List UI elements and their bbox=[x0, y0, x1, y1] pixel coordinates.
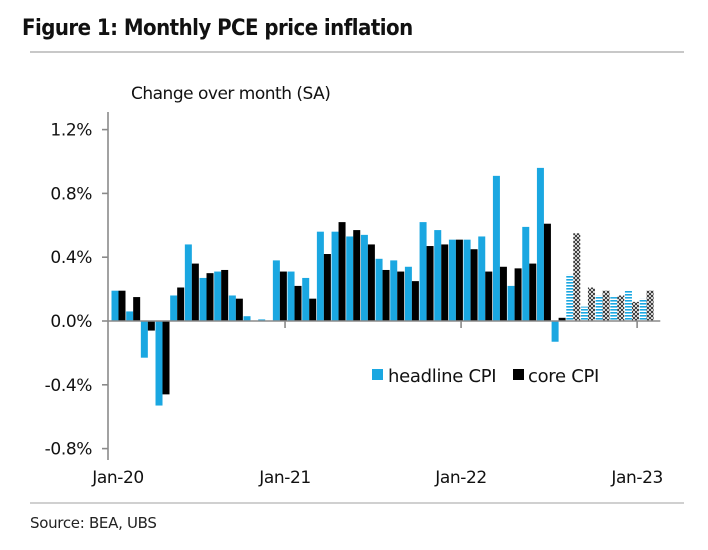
bar-headline-forecast bbox=[624, 290, 632, 321]
x-tick-label: Jan-23 bbox=[610, 468, 663, 488]
legend-label-headline: headline CPI bbox=[388, 366, 496, 387]
bar-headline bbox=[551, 321, 559, 342]
bar-core bbox=[191, 263, 199, 321]
bar-headline bbox=[155, 321, 163, 406]
source-note: Source: BEA, UBS bbox=[30, 514, 157, 532]
bar-headline bbox=[346, 236, 354, 321]
x-tick-label: Jan-21 bbox=[258, 468, 311, 488]
bar-core bbox=[294, 285, 302, 321]
legend-swatch-headline bbox=[372, 369, 383, 380]
bar-headline bbox=[272, 260, 280, 321]
bar-core bbox=[353, 230, 361, 321]
bar-headline bbox=[419, 222, 427, 321]
chart: Change over month (SA) 1.2% 0.8% 0.4% 0.0% -… bbox=[45, 84, 664, 488]
bar-headline bbox=[170, 295, 178, 321]
bar-headline bbox=[536, 167, 544, 321]
bar-core bbox=[470, 249, 478, 321]
bar-core bbox=[411, 281, 419, 321]
bar-headline-forecast bbox=[610, 297, 618, 321]
bar-headline-forecast bbox=[639, 298, 647, 321]
y-axis-unit-label: Change over month (SA) bbox=[131, 84, 330, 104]
bar-core bbox=[147, 321, 155, 331]
bar-core bbox=[309, 298, 317, 321]
bar-headline bbox=[140, 321, 148, 358]
bar-core-forecast bbox=[617, 295, 625, 321]
source-divider bbox=[30, 502, 684, 504]
y-tick-label: 0.4% bbox=[50, 248, 92, 268]
bar-core-forecast bbox=[631, 301, 639, 321]
bar-headline bbox=[126, 311, 134, 321]
bar-core bbox=[382, 269, 390, 321]
x-axis-ticks: Jan-20 Jan-21 Jan-22 Jan-23 bbox=[91, 321, 663, 488]
bar-headline bbox=[448, 239, 456, 321]
bar-headline bbox=[287, 271, 295, 321]
bar-headline bbox=[434, 230, 442, 321]
bar-core bbox=[162, 321, 170, 395]
bar-core bbox=[367, 244, 375, 321]
y-tick-label: -0.4% bbox=[45, 376, 93, 396]
bar-core bbox=[235, 298, 243, 321]
y-axis-ticks: 1.2% 0.8% 0.4% 0.0% -0.4% -0.8% bbox=[45, 121, 108, 460]
legend-label-core: core CPI bbox=[528, 366, 599, 387]
y-tick-label: 1.2% bbox=[50, 121, 92, 141]
bar-core bbox=[529, 263, 537, 321]
bar-core bbox=[499, 266, 507, 321]
bar-core bbox=[279, 271, 287, 321]
bar-headline bbox=[375, 258, 383, 321]
bar-headline bbox=[404, 266, 412, 321]
bar-headline bbox=[243, 316, 251, 321]
bar-headline bbox=[492, 175, 500, 321]
bar-core-forecast bbox=[587, 287, 595, 321]
bar-headline bbox=[302, 277, 310, 321]
bar-core bbox=[206, 273, 214, 321]
bar-core bbox=[543, 223, 551, 321]
bar-core bbox=[485, 271, 493, 321]
bar-core bbox=[177, 287, 185, 321]
bar-headline bbox=[214, 271, 222, 321]
title-divider bbox=[30, 51, 684, 53]
bar-headline bbox=[331, 231, 339, 321]
x-tick-label: Jan-22 bbox=[434, 468, 487, 488]
bar-core bbox=[323, 254, 331, 321]
bar-core bbox=[558, 317, 566, 321]
bar-headline bbox=[184, 244, 192, 321]
bar-headline bbox=[199, 277, 207, 321]
bar-headline bbox=[522, 226, 530, 321]
y-tick-label: -0.8% bbox=[45, 440, 93, 460]
bar-core bbox=[338, 222, 346, 321]
legend-swatch-core bbox=[513, 369, 524, 380]
y-tick-label: 0.0% bbox=[50, 312, 92, 332]
bar-headline bbox=[390, 260, 398, 321]
bar-core-forecast bbox=[602, 290, 610, 321]
bar-core bbox=[426, 246, 434, 321]
bar-headline bbox=[228, 295, 236, 321]
bar-headline bbox=[360, 234, 368, 321]
bar-core bbox=[221, 269, 229, 321]
bar-core bbox=[397, 271, 405, 321]
bar-headline-forecast bbox=[566, 274, 574, 321]
bar-core bbox=[514, 268, 522, 321]
figure-title: Figure 1: Monthly PCE price inflation bbox=[22, 16, 413, 41]
bar-core bbox=[455, 239, 463, 321]
bar-core bbox=[118, 290, 126, 321]
bar-headline bbox=[463, 239, 471, 321]
bars bbox=[111, 167, 654, 406]
legend: headline CPI core CPI bbox=[372, 366, 599, 387]
bar-core bbox=[133, 297, 141, 321]
x-tick-label: Jan-20 bbox=[91, 468, 144, 488]
bar-headline bbox=[316, 231, 324, 321]
bar-headline-forecast bbox=[580, 306, 588, 321]
bar-headline bbox=[111, 290, 119, 321]
bar-headline bbox=[478, 236, 486, 321]
bar-headline-forecast bbox=[595, 295, 603, 321]
y-tick-label: 0.8% bbox=[50, 184, 92, 204]
bar-core-forecast bbox=[573, 233, 581, 321]
bar-core-forecast bbox=[646, 290, 654, 321]
bar-core bbox=[441, 244, 449, 321]
bar-headline bbox=[507, 285, 515, 321]
